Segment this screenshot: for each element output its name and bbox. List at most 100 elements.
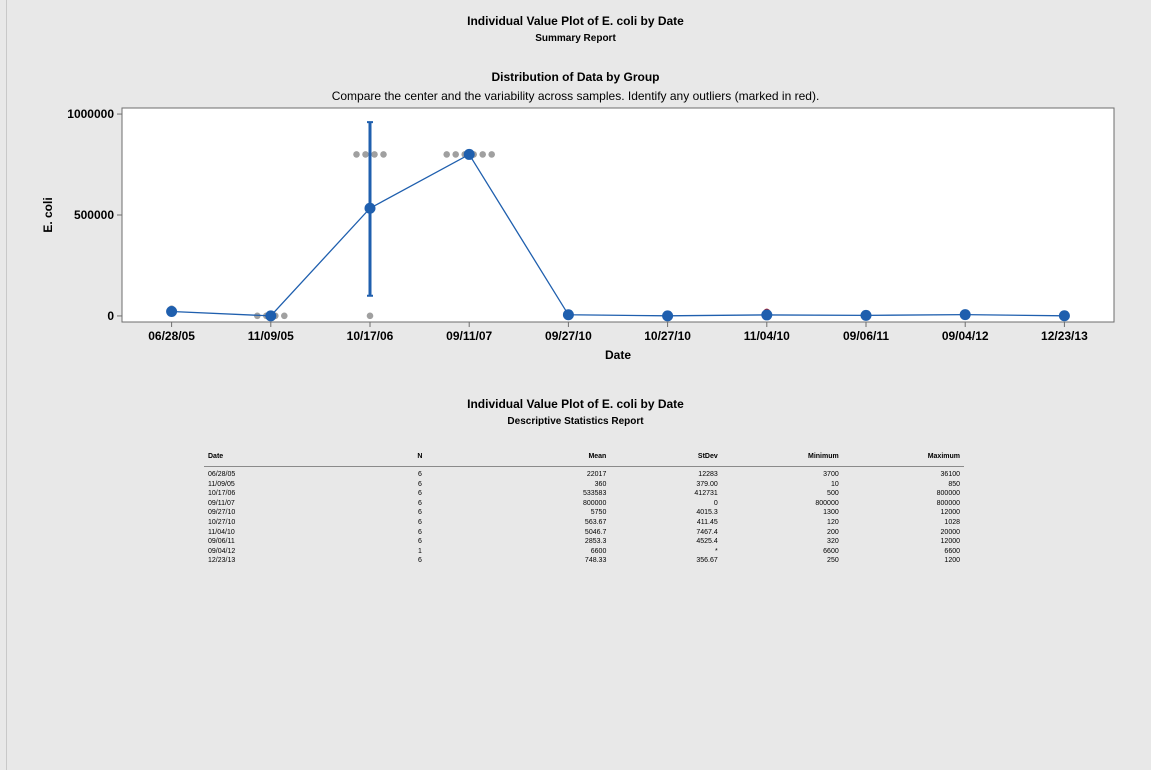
cell-date: 09/06/11: [208, 538, 235, 546]
plot-area: [121, 107, 1115, 323]
data-point: [488, 151, 496, 158]
cell-mean: 2853.3: [584, 538, 607, 546]
cell-mean: 800000: [582, 499, 607, 507]
y-axis-label: E. coli: [41, 197, 55, 232]
cell-minimum: 120: [827, 518, 839, 526]
cell-mean: 6600: [590, 547, 607, 555]
individual-value-plot: 0 500000 1000000 06/28/05 11/09/05 10/17/06 09…: [41, 107, 1115, 362]
cell-date: 10/17/06: [208, 490, 236, 498]
table-row: 10/17/06 6 533583 412731 500 800000: [204, 489, 964, 499]
mean-point: [860, 309, 872, 321]
x-tick-label: 09/11/07: [446, 329, 492, 343]
cell-n: 6: [417, 528, 422, 536]
cell-n: 6: [417, 538, 422, 546]
cell-mean: 5750: [590, 509, 607, 517]
cell-date: 10/27/10: [208, 518, 236, 526]
data-point: [281, 312, 288, 320]
stats-subtitle: Descriptive Statistics Report: [507, 416, 644, 427]
cell-mean: 360: [594, 480, 607, 488]
y-tick-label: 0: [107, 309, 114, 323]
cell-stdev: 379.00: [696, 480, 718, 488]
col-header-mean: Mean: [498, 446, 611, 467]
col-header-minimum: Minimum: [721, 446, 843, 467]
cell-minimum: 6600: [823, 547, 839, 555]
section-title: Distribution of Data by Group: [491, 70, 660, 84]
col-header-date: Date: [204, 446, 341, 467]
cell-minimum: 800000: [815, 499, 839, 507]
cell-date: 09/27/10: [208, 509, 236, 517]
table-row: 10/27/10 6 563.67 411.45 120 1028: [204, 518, 964, 528]
cell-mean: 22017: [586, 471, 607, 478]
x-tick-label: 11/04/10: [744, 329, 790, 343]
col-header-n: N: [340, 446, 499, 467]
cell-n: 6: [417, 499, 422, 507]
table-row: 11/09/05 6 360 379.00 10 850: [204, 480, 964, 490]
cell-maximum: 800000: [936, 490, 960, 498]
cell-stdev: 7467.4: [696, 528, 718, 536]
table-row: 06/28/05 6 22017 12283 3700 36100: [204, 467, 964, 480]
x-tick-label: 09/04/12: [942, 329, 989, 343]
cell-stdev: 411.45: [696, 518, 718, 526]
cell-maximum: 800000: [936, 499, 960, 507]
cell-maximum: 1200: [944, 557, 960, 565]
cell-n: 6: [417, 509, 422, 517]
report-title: Individual Value Plot of E. coli by Date: [467, 14, 684, 28]
cell-n: 6: [417, 471, 422, 478]
mean-point: [463, 148, 475, 160]
cell-stdev: 4015.3: [696, 509, 718, 517]
mean-point: [166, 305, 178, 317]
stats-title: Individual Value Plot of E. coli by Date: [467, 397, 684, 411]
x-tick-label: 10/27/10: [644, 329, 691, 343]
cell-stdev: 356.67: [696, 557, 718, 565]
cell-stdev: *: [715, 547, 718, 555]
mean-point: [1058, 310, 1070, 322]
x-tick-label: 06/28/05: [148, 329, 195, 343]
cell-minimum: 500: [827, 490, 839, 498]
mean-point: [761, 309, 773, 321]
cell-maximum: 6600: [944, 547, 960, 555]
stats-header-row: Date N Mean StDev Minimum Maximum: [204, 446, 964, 467]
cell-stdev: 4525.4: [696, 538, 718, 546]
cell-n: 6: [417, 518, 422, 526]
section-description: Compare the center and the variability a…: [331, 89, 820, 103]
cell-stdev: 0: [713, 499, 718, 507]
x-tick-label: 10/17/06: [347, 329, 394, 343]
col-header-stdev: StDev: [610, 446, 722, 467]
table-row: 11/04/10 6 5046.7 7467.4 200 20000: [204, 528, 964, 538]
cell-minimum: 320: [827, 538, 839, 546]
report-subtitle: Summary Report: [535, 33, 616, 44]
cell-maximum: 850: [948, 480, 960, 488]
table-row: 09/27/10 6 5750 4015.3 1300 12000: [204, 508, 964, 518]
table-row: 09/06/11 6 2853.3 4525.4 320 12000: [204, 537, 964, 547]
table-row: 09/11/07 6 800000 0 800000 800000: [204, 499, 964, 509]
cell-date: 11/09/05: [208, 480, 235, 488]
data-point: [371, 151, 378, 158]
x-tick-label: 11/09/05: [248, 329, 294, 343]
x-tick-label: 12/23/13: [1041, 329, 1088, 343]
cell-n: 6: [417, 480, 422, 488]
table-row: 09/04/12 1 6600 * 6600 6600: [204, 547, 964, 557]
mean-point: [364, 202, 376, 214]
cell-date: 11/04/10: [208, 528, 235, 536]
cell-date: 09/04/12: [208, 547, 236, 555]
cell-n: 1: [417, 547, 422, 555]
cell-maximum: 12000: [940, 538, 960, 546]
data-point: [366, 312, 374, 320]
y-tick-label: 500000: [74, 208, 114, 222]
stats-table: Date N Mean StDev Minimum Maximum 06/28/…: [204, 446, 964, 566]
x-tick-label: 09/06/11: [843, 329, 889, 343]
mean-point: [265, 310, 277, 322]
frame-border: [6, 0, 7, 770]
data-point: [362, 151, 369, 158]
cell-maximum: 20000: [940, 528, 960, 536]
data-point: [443, 151, 451, 158]
data-point: [380, 151, 387, 158]
cell-date: 09/11/07: [208, 499, 235, 507]
data-point: [353, 151, 360, 158]
cell-minimum: 1300: [823, 509, 839, 517]
cell-n: 6: [417, 557, 422, 565]
cell-minimum: 10: [830, 480, 839, 488]
cell-mean: 5046.7: [584, 528, 607, 536]
cell-minimum: 200: [827, 528, 839, 536]
table-row: 12/23/13 6 748.33 356.67 250 1200: [204, 556, 964, 566]
